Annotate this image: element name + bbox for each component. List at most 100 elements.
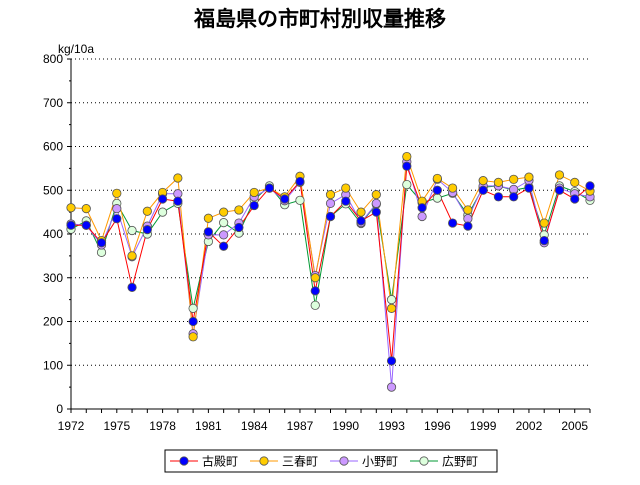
data-point bbox=[386, 295, 397, 305]
x-tick-label: 1984 bbox=[241, 419, 268, 433]
data-point bbox=[127, 225, 137, 236]
data-point bbox=[478, 185, 488, 195]
data-point bbox=[432, 193, 442, 203]
x-tick-label: 1975 bbox=[103, 419, 130, 433]
x-tick-label: 1972 bbox=[58, 419, 85, 433]
series-lines bbox=[66, 151, 595, 392]
x-tick-label: 1987 bbox=[287, 419, 314, 433]
data-point bbox=[524, 172, 534, 182]
data-point bbox=[325, 190, 336, 200]
data-point bbox=[295, 195, 305, 205]
data-point bbox=[219, 241, 229, 251]
data-point bbox=[219, 218, 229, 228]
data-point bbox=[295, 176, 305, 187]
data-point bbox=[432, 173, 442, 184]
data-point bbox=[402, 151, 412, 162]
y-tick-label: 700 bbox=[43, 96, 63, 110]
data-point bbox=[234, 222, 244, 233]
data-point bbox=[188, 332, 198, 342]
y-tick-label: 300 bbox=[43, 271, 63, 285]
data-point bbox=[325, 211, 336, 222]
data-point bbox=[386, 356, 397, 366]
y-tick-label: 400 bbox=[43, 227, 63, 241]
data-point bbox=[203, 227, 213, 237]
x-tick-label: 1999 bbox=[470, 419, 497, 433]
data-point bbox=[280, 194, 290, 204]
y-tick-label: 500 bbox=[43, 183, 63, 197]
data-point bbox=[493, 177, 504, 187]
y-tick-label: 600 bbox=[43, 140, 63, 154]
legend-label: 小野町 bbox=[362, 455, 398, 469]
data-point bbox=[371, 207, 381, 217]
data-point bbox=[371, 198, 381, 208]
data-point bbox=[341, 196, 351, 206]
data-point bbox=[478, 176, 488, 186]
x-tick-label: 1993 bbox=[378, 419, 405, 433]
data-point bbox=[203, 213, 213, 223]
legend-label: 三春町 bbox=[282, 455, 318, 469]
x-tick-label: 2005 bbox=[561, 419, 588, 433]
y-tick-label: 800 bbox=[43, 52, 63, 66]
data-point bbox=[66, 203, 76, 213]
data-point bbox=[585, 181, 595, 191]
data-point bbox=[127, 251, 137, 261]
data-point bbox=[142, 206, 152, 216]
data-point bbox=[81, 204, 91, 214]
data-point bbox=[386, 303, 397, 313]
data-point bbox=[127, 282, 137, 292]
data-point bbox=[356, 207, 366, 217]
data-point bbox=[341, 183, 351, 193]
data-point bbox=[509, 192, 519, 202]
data-point bbox=[310, 286, 320, 296]
data-point bbox=[219, 230, 229, 240]
y-tick-labels: 0 100 200 300 400 500 600 700 800 bbox=[43, 52, 63, 416]
data-point bbox=[371, 190, 381, 200]
data-point bbox=[112, 214, 122, 224]
data-point bbox=[448, 183, 458, 193]
data-point bbox=[142, 225, 152, 235]
data-point bbox=[310, 300, 320, 310]
data-point bbox=[432, 185, 442, 195]
data-point bbox=[570, 177, 580, 187]
data-point bbox=[310, 273, 320, 283]
data-point bbox=[173, 196, 183, 206]
data-point bbox=[463, 221, 473, 231]
data-point bbox=[402, 161, 412, 171]
data-point bbox=[356, 216, 366, 226]
legend-label: 古殿町 bbox=[202, 454, 238, 469]
data-point bbox=[570, 194, 580, 204]
data-point bbox=[112, 188, 122, 198]
data-point bbox=[157, 207, 168, 217]
data-point bbox=[81, 220, 91, 230]
data-point bbox=[554, 170, 565, 180]
data-point bbox=[173, 173, 183, 183]
data-point bbox=[219, 207, 229, 217]
legend-label: 広野町 bbox=[442, 455, 478, 469]
data-point bbox=[554, 185, 565, 195]
data-point bbox=[66, 220, 76, 230]
x-tick-label: 1978 bbox=[149, 419, 176, 433]
data-point bbox=[325, 198, 336, 208]
legend: 古殿町 三春町 小野町 広野町 bbox=[164, 449, 498, 473]
data-point bbox=[264, 183, 275, 193]
x-tick-label: 2002 bbox=[516, 419, 543, 433]
x-tick-label: 1981 bbox=[195, 419, 222, 433]
data-point bbox=[96, 238, 107, 248]
data-point bbox=[249, 200, 259, 211]
gridlines bbox=[71, 58, 590, 366]
y-axis-unit-label: kg/10a bbox=[58, 42, 94, 56]
x-tick-labels: 1972 1975 1978 1981 1984 1987 1990 1993 1996 1999… bbox=[58, 419, 589, 433]
data-point bbox=[524, 183, 534, 193]
axes bbox=[67, 58, 591, 413]
y-tick-label: 100 bbox=[43, 358, 63, 372]
legend-marker bbox=[179, 456, 189, 466]
data-point bbox=[402, 179, 412, 190]
data-point bbox=[463, 205, 473, 215]
data-point bbox=[157, 194, 168, 204]
data-point bbox=[493, 192, 504, 202]
data-point bbox=[417, 203, 427, 213]
data-point bbox=[112, 204, 122, 214]
data-point bbox=[448, 218, 458, 228]
legend-marker bbox=[259, 456, 269, 466]
